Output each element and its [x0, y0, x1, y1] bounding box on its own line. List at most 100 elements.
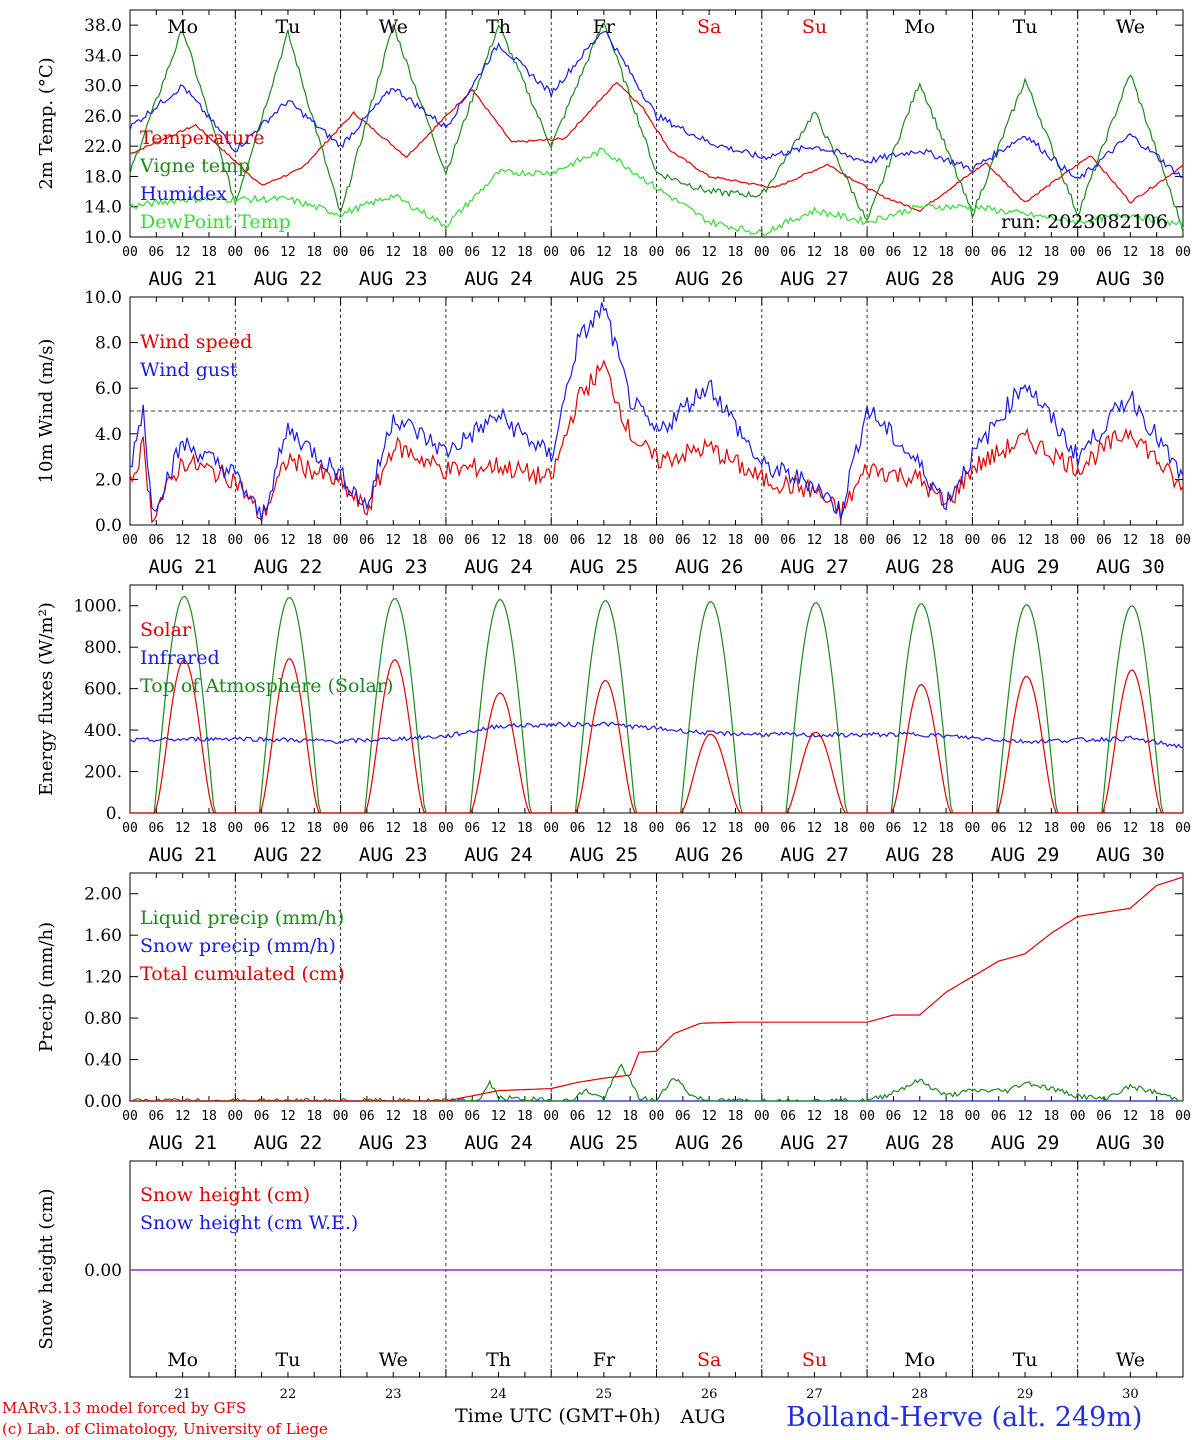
panel-0-legend-1: Vigne temp [139, 155, 250, 177]
panel-1-hour-label: 00 [1175, 533, 1191, 548]
panel-2-hour-label: 00 [122, 821, 138, 836]
panel-1-y-tick-label: 4.0 [95, 425, 122, 445]
panel-2-hour-label: 12 [596, 821, 612, 836]
panel-2-hour-label: 18 [517, 821, 533, 836]
panel-3-hour-label: 18 [517, 1109, 533, 1124]
panel-0-y-tick-label: 22.0 [84, 137, 122, 157]
panel-1-hour-label: 18 [728, 533, 744, 548]
panel-1-hour-label: 18 [938, 533, 954, 548]
panel-0-hour-label: 12 [491, 245, 507, 260]
panel-1-hour-label: 18 [1044, 533, 1060, 548]
panel-3-hour-label: 12 [701, 1109, 717, 1124]
panel-0-hour-label: 12 [385, 245, 401, 260]
panel-3-hour-label: 12 [175, 1109, 191, 1124]
temp-series-3 [129, 147, 1184, 236]
panel-4-legend-0: Snow height (cm) [140, 1184, 310, 1206]
panel-3-hour-label: 12 [807, 1109, 823, 1124]
panel-2-hour-label: 00 [227, 821, 243, 836]
panel-1-hour-label: 06 [886, 533, 902, 548]
panel-0-hour-label: 18 [517, 245, 533, 260]
panel-0-hour-label: 00 [227, 245, 243, 260]
panel-3-hour-label: 06 [148, 1109, 164, 1124]
panel-1-hour-label: 00 [122, 533, 138, 548]
panel-0-hour-label: 18 [201, 245, 217, 260]
panel-3-hour-label: 18 [728, 1109, 744, 1124]
panel-3-hour-label: 12 [1123, 1109, 1139, 1124]
panel-3-hour-label: 06 [254, 1109, 270, 1124]
panel-0-hour-label: 18 [728, 245, 744, 260]
panel-0-date-label: AUG 27 [780, 268, 849, 290]
panel-0-hour-label: 12 [1123, 245, 1139, 260]
temp-series-1 [129, 21, 1184, 233]
panel-3-date-label: AUG 29 [991, 1132, 1060, 1154]
panel-1-hour-label: 00 [754, 533, 770, 548]
panel-0-date-label: AUG 24 [464, 268, 533, 290]
panel-1-hour-label: 06 [675, 533, 691, 548]
panel-2-hour-label: 06 [464, 821, 480, 836]
panel-3-y-tick-label: 2.00 [84, 885, 122, 905]
panel-2-hour-label: 00 [1175, 821, 1191, 836]
weekday-label-bottom: Fr [593, 1349, 616, 1371]
panel-1-date-label: AUG 29 [991, 556, 1060, 578]
weekday-label-bottom: Mo [167, 1349, 198, 1371]
panel-3-hour-label: 12 [280, 1109, 296, 1124]
panel-0-hour-label: 00 [1175, 245, 1191, 260]
panel-4-legend-1: Snow height (cm W.E.) [140, 1212, 358, 1234]
panel-3-hour-label: 12 [912, 1109, 928, 1124]
panel-3-legend-0: Liquid precip (mm/h) [140, 907, 344, 929]
panel-0-hour-label: 00 [649, 245, 665, 260]
panel-2-hour-label: 18 [833, 821, 849, 836]
panel-0-y-tick-label: 10.0 [84, 228, 122, 248]
panel-2-hour-label: 06 [675, 821, 691, 836]
month-label: AUG [680, 1406, 726, 1428]
panel-2-y-axis-label: Energy fluxes (W/m²) [36, 602, 57, 796]
panel-0-y-tick-label: 14.0 [84, 198, 122, 218]
panel-2-hour-label: 00 [438, 821, 454, 836]
panel-1-hour-label: 00 [227, 533, 243, 548]
panel-0-y-tick-label: 30.0 [84, 77, 122, 97]
panel-3-hour-label: 00 [965, 1109, 981, 1124]
panel-2-date-label: AUG 22 [254, 844, 323, 866]
panel-2-hour-label: 12 [385, 821, 401, 836]
panel-3-date-label: AUG 30 [1096, 1132, 1165, 1154]
panel-1-hour-label: 12 [491, 533, 507, 548]
panel-1-hour-label: 12 [385, 533, 401, 548]
day-number-label: 24 [490, 1387, 507, 1402]
weekday-label-bottom: Su [802, 1349, 827, 1371]
panel-3-hour-label: 00 [333, 1109, 349, 1124]
panel-0-hour-label: 12 [1017, 245, 1033, 260]
panel-1-y-axis-label: 10m Wind (m/s) [36, 339, 57, 484]
station-name: Bolland-Herve (alt. 249m) [786, 1402, 1143, 1433]
panel-3-date-label: AUG 23 [359, 1132, 428, 1154]
panel-0-y-tick-label: 26.0 [84, 107, 122, 127]
panel-1-hour-label: 12 [280, 533, 296, 548]
wind-series-1 [129, 302, 1184, 523]
panel-1-legend-0: Wind speed [140, 331, 252, 353]
weekday-label-top: Mo [904, 16, 935, 38]
panel-0-date-label: AUG 28 [885, 268, 954, 290]
panel-1-hour-label: 06 [780, 533, 796, 548]
panel-2-hour-label: 12 [491, 821, 507, 836]
panel-3-hour-label: 06 [991, 1109, 1007, 1124]
panel-0-hour-label: 00 [754, 245, 770, 260]
panel-2-hour-label: 06 [780, 821, 796, 836]
panel-3-hour-label: 18 [412, 1109, 428, 1124]
panel-2-hour-label: 00 [543, 821, 559, 836]
panel-2-hour-label: 00 [859, 821, 875, 836]
panel-3-date-label: AUG 26 [675, 1132, 744, 1154]
panel-0-hour-label: 06 [1096, 245, 1112, 260]
panel-1-date-label: AUG 30 [1096, 556, 1165, 578]
weekday-label-bottom: We [379, 1349, 408, 1371]
panel-1-hour-label: 06 [1096, 533, 1112, 548]
panel-1-hour-label: 12 [807, 533, 823, 548]
panel-0-hour-label: 00 [965, 245, 981, 260]
panel-3-hour-label: 00 [543, 1109, 559, 1124]
panel-2-y-tick-label: 600. [84, 680, 122, 700]
panel-1-hour-label: 18 [306, 533, 322, 548]
panel-1-date-label: AUG 21 [148, 556, 217, 578]
weekday-label-top: Mo [167, 16, 198, 38]
panel-3-hour-label: 00 [1070, 1109, 1086, 1124]
panel-1-hour-label: 06 [991, 533, 1007, 548]
panel-1-hour-label: 12 [175, 533, 191, 548]
